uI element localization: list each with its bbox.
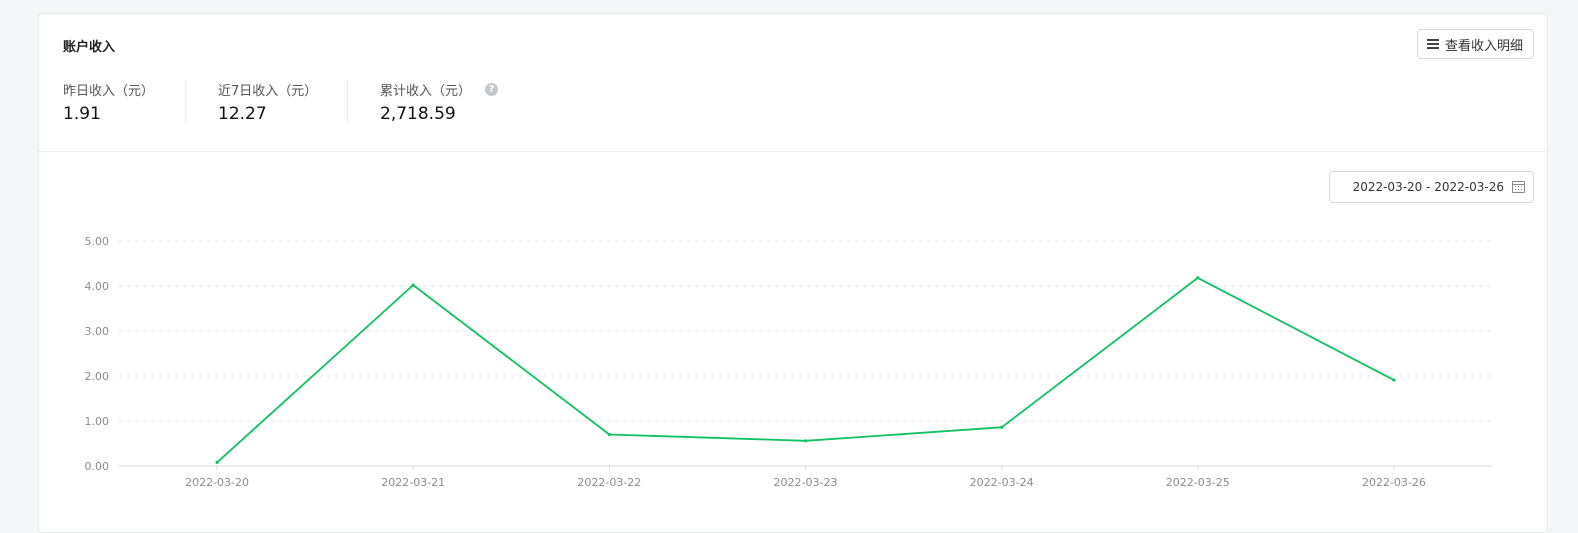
stat-yesterday-income: 昨日收入（元） 1.91 (63, 80, 185, 124)
stat-value: 2,718.59 (380, 104, 456, 124)
stat-value: 1.91 (63, 104, 101, 124)
x-tick-label: 2022-03-26 (1362, 476, 1426, 489)
y-tick-label: 4.00 (85, 280, 110, 293)
calendar-icon (1512, 181, 1525, 193)
section-divider (39, 151, 1547, 152)
income-line-chart: 0.00 1.00 2.00 3.00 4.00 5.00 2022-03-20 2022-0… (85, 235, 1492, 489)
y-tick-label: 1.00 (85, 415, 110, 428)
income-card: 账户收入 查看收入明细 昨日收入（元） 1.91 近7日收入（元） 12.27 … (38, 13, 1548, 533)
list-icon (1426, 39, 1439, 49)
stat-label: 累计收入（元） ? (380, 80, 547, 99)
date-range-picker[interactable]: 2022-03-20 - 2022-03-26 (1329, 171, 1534, 203)
stat-label-text: 累计收入（元） (380, 84, 472, 99)
y-tick-label: 5.00 (85, 235, 110, 248)
y-tick-label: 2.00 (85, 370, 110, 383)
stat-total-income: 累计收入（元） ? 2,718.59 (347, 80, 547, 124)
x-tick-label: 2022-03-24 (970, 476, 1034, 489)
x-tick-label: 2022-03-22 (577, 476, 641, 489)
stat-label: 近7日收入（元） (218, 80, 347, 99)
x-tick-label: 2022-03-23 (774, 476, 838, 489)
view-income-details-button[interactable]: 查看收入明细 (1416, 29, 1534, 59)
y-tick-label: 0.00 (85, 460, 110, 473)
x-tick-label: 2022-03-25 (1166, 476, 1230, 489)
y-tick-label: 3.00 (85, 325, 110, 338)
data-point (1196, 276, 1200, 280)
data-point (215, 460, 219, 464)
data-point (1000, 425, 1004, 429)
x-tick-label: 2022-03-20 (185, 476, 249, 489)
stat-7day-income: 近7日收入（元） 12.27 (185, 80, 347, 124)
help-icon[interactable]: ? (485, 83, 499, 96)
card-title: 账户收入 (63, 40, 116, 55)
stat-label: 昨日收入（元） (63, 80, 185, 99)
view-income-details-label: 查看收入明细 (1444, 38, 1523, 54)
data-point (803, 439, 808, 443)
date-range-value: 2022-03-20 - 2022-03-26 (1352, 180, 1504, 194)
stat-label-text: 昨日收入（元） (63, 84, 155, 99)
data-point (411, 283, 415, 287)
data-point (607, 432, 611, 437)
stat-label-text: 近7日收入（元） (218, 84, 318, 99)
x-tick-label: 2022-03-21 (381, 476, 445, 489)
income-stats: 昨日收入（元） 1.91 近7日收入（元） 12.27 累计收入（元） ? 2,… (63, 80, 547, 124)
stat-value: 12.27 (218, 104, 267, 124)
series-line (216, 276, 1395, 464)
data-point (1392, 378, 1396, 382)
